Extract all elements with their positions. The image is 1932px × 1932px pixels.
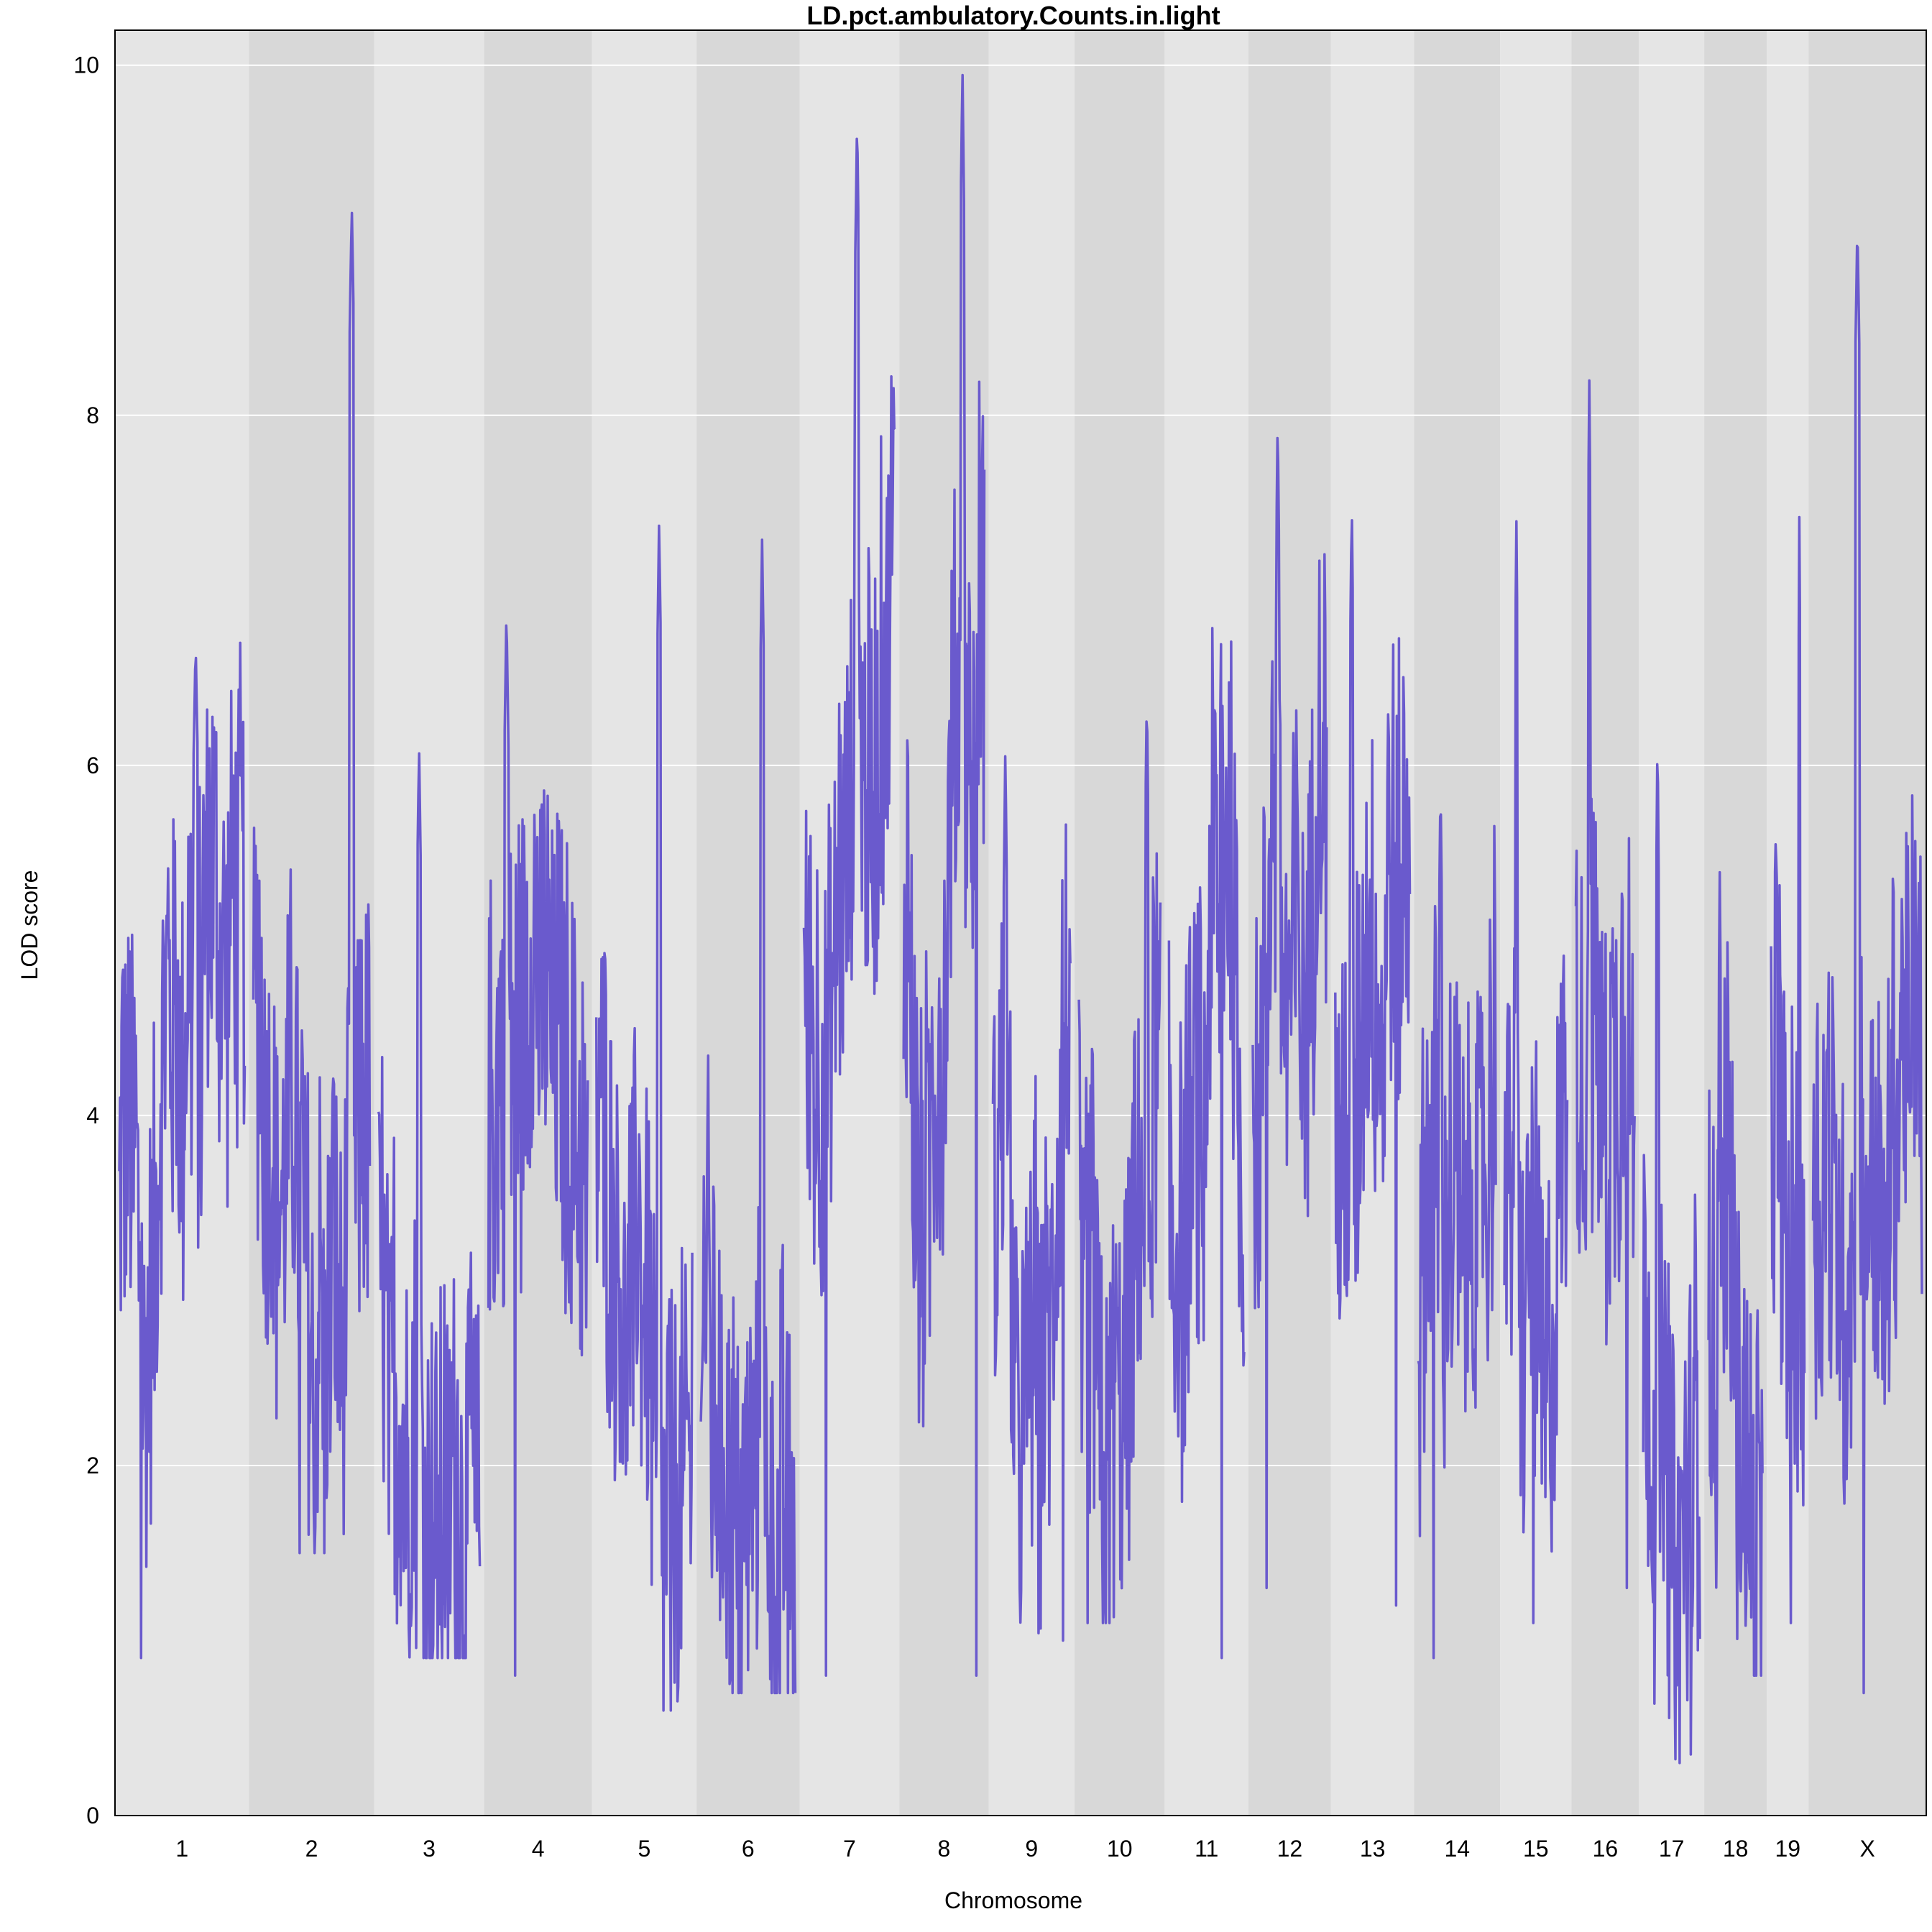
lod-line-chr-11 (1167, 627, 1246, 1660)
x-tick-label-15: 15 (1523, 1836, 1549, 1862)
lod-series (118, 73, 1923, 1765)
x-tick-label-17: 17 (1659, 1836, 1685, 1862)
lod-line-chr-7 (802, 137, 896, 1677)
lod-line-chr-16 (1574, 379, 1636, 1590)
x-tick-label-18: 18 (1723, 1836, 1749, 1862)
x-tick-label-9: 9 (1025, 1836, 1038, 1862)
y-tick-label-2: 2 (86, 1453, 99, 1478)
lod-line-chr-17 (1642, 763, 1701, 1765)
y-tick-label-4: 4 (86, 1103, 99, 1128)
y-tick-label-10: 10 (73, 52, 99, 78)
x-tick-label-7: 7 (843, 1836, 856, 1862)
lod-line-chr-5 (594, 524, 694, 1712)
x-tick-label-2: 2 (305, 1836, 318, 1862)
y-tick-label-8: 8 (86, 402, 99, 428)
lod-line-chr-2 (252, 211, 372, 1555)
x-tick-label-3: 3 (423, 1836, 436, 1862)
lod-line-chr-18 (1707, 870, 1764, 1677)
chromosome-band-14 (1414, 30, 1501, 1816)
lod-line-chr-X (1811, 244, 1923, 1695)
chromosome-band-15 (1500, 30, 1572, 1816)
x-tick-label-6: 6 (742, 1836, 755, 1862)
x-tick-label-8: 8 (937, 1836, 950, 1862)
y-axis-title: LOD score (17, 870, 42, 980)
lod-line-chr-8 (902, 73, 986, 1677)
lod-line-chr-15 (1503, 520, 1569, 1624)
y-axis: 0 2 4 6 8 10 (73, 52, 99, 1828)
y-tick-label-6: 6 (86, 753, 99, 778)
lod-line-chr-9 (991, 755, 1072, 1642)
x-tick-label-12: 12 (1277, 1836, 1303, 1862)
x-tick-label-10: 10 (1107, 1836, 1133, 1862)
lod-line-chr-3 (377, 752, 482, 1660)
chromosome-band-19 (1767, 30, 1809, 1816)
lod-line-chr-10 (1077, 720, 1162, 1624)
x-axis-title: Chromosome (944, 1887, 1082, 1913)
lod-line-chr-6 (699, 538, 797, 1695)
lod-line-chr-1 (118, 641, 247, 1660)
chart-title: LD.pct.ambulatory.Counts.in.light (806, 1, 1220, 30)
lod-line-chr-14 (1417, 813, 1497, 1660)
lod-line-chr-19 (1770, 515, 1806, 1624)
x-tick-label-5: 5 (638, 1836, 650, 1862)
x-tick-label-1: 1 (175, 1836, 188, 1862)
y-tick-label-0: 0 (86, 1803, 99, 1828)
chromosome-band-2 (249, 30, 374, 1816)
lod-line-chr-4 (487, 624, 589, 1677)
x-tick-label-19: 19 (1775, 1836, 1800, 1862)
x-tick-label-14: 14 (1444, 1836, 1470, 1862)
plot-frame (114, 29, 1927, 1816)
lod-line-chr-12 (1251, 436, 1328, 1590)
x-tick-label-4: 4 (532, 1836, 545, 1862)
x-tick-label-X: X (1860, 1836, 1875, 1862)
x-axis: 1 2 3 4 5 6 7 8 9 10 11 12 13 14 15 16 17 18 19 X (175, 1836, 1875, 1862)
lod-line-chr-13 (1334, 519, 1412, 1607)
x-tick-label-16: 16 (1593, 1836, 1619, 1862)
x-tick-label-11: 11 (1195, 1836, 1218, 1862)
x-tick-label-13: 13 (1360, 1836, 1386, 1862)
